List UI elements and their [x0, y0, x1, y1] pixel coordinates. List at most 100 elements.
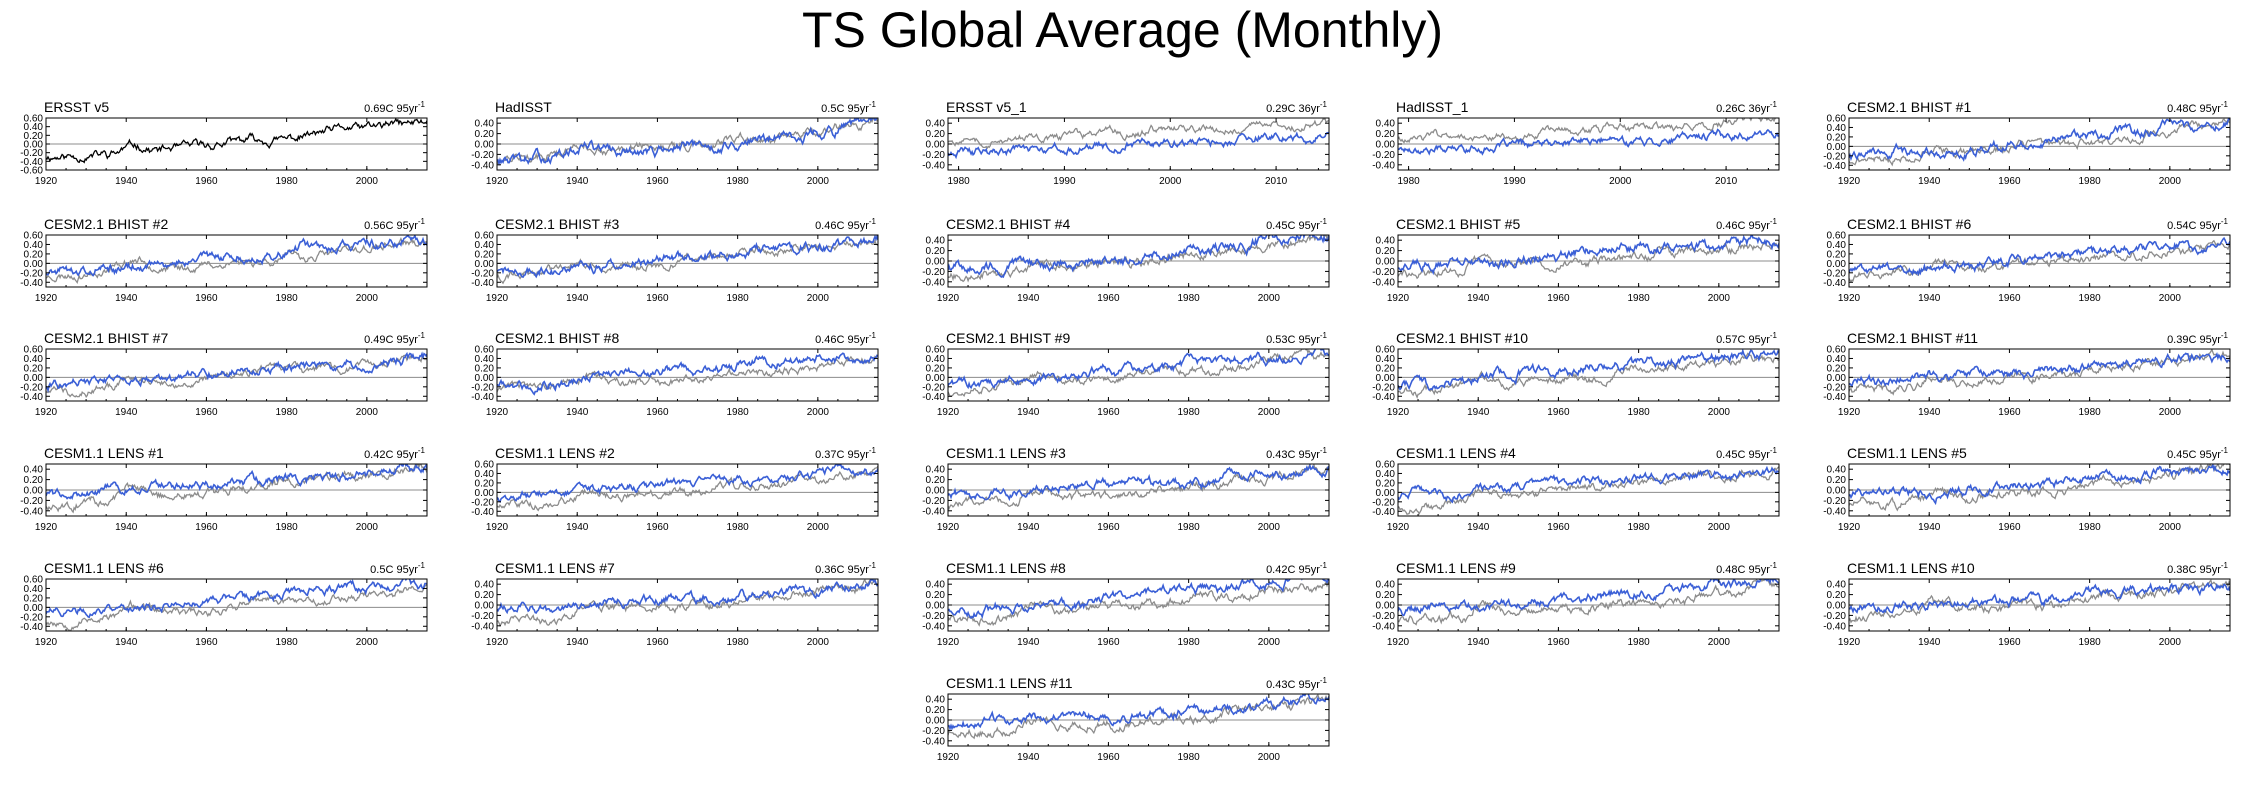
x-tick-label: 1920 [937, 637, 960, 648]
series-line-reference [46, 464, 427, 514]
x-tick-label: 2000 [356, 407, 379, 418]
panel-title: CESM1.1 LENS #6 [44, 560, 164, 576]
y-tick-label: -0.40 [1823, 621, 1846, 632]
x-tick-label: 1920 [486, 522, 509, 533]
trend-label: 0.42C 95yr-1 [1266, 561, 1327, 576]
trend-exponent: -1 [1320, 217, 1328, 226]
y-tick-label: 0.60 [24, 575, 44, 586]
y-tick-label: -0.20 [1372, 497, 1395, 508]
panel-title: CESM2.1 BHIST #6 [1847, 216, 1971, 232]
x-tick-label: 1960 [1097, 522, 1120, 533]
x-tick-label: 1920 [1838, 637, 1861, 648]
y-tick-label: 0.40 [24, 240, 44, 251]
trend-label: 0.43C 95yr-1 [1266, 446, 1327, 461]
y-tick-label: 0.40 [1827, 580, 1847, 591]
y-tick-label: 0.00 [475, 373, 495, 384]
x-tick-label: 2000 [807, 522, 830, 533]
series-line-simulation [497, 118, 878, 167]
y-tick-label: 0.20 [1376, 590, 1396, 601]
x-tick-label: 2000 [1708, 637, 1731, 648]
x-tick-label: 1940 [1918, 522, 1941, 533]
x-tick-label: 1940 [115, 522, 138, 533]
trend-label: 0.37C 95yr-1 [815, 446, 876, 461]
y-tick-label: 0.60 [24, 114, 44, 125]
y-tick-label: 0.20 [1827, 475, 1847, 486]
y-tick-label: 0.40 [475, 469, 495, 480]
x-tick-label: 1940 [1918, 407, 1941, 418]
x-tick-label: 1960 [646, 407, 669, 418]
trend-value: 0.36C 95yr [815, 564, 869, 576]
chart-panel: CESM2.1 BHIST #9 0.53C 95yr-1 1920 1940 1960… [922, 330, 1330, 418]
y-tick-label: 0.00 [475, 140, 495, 151]
x-tick-label: 1920 [1838, 407, 1861, 418]
x-tick-label: 2000 [2159, 293, 2182, 304]
y-tick-label: 0.00 [926, 716, 946, 727]
trend-label: 0.45C 95yr-1 [1716, 446, 1777, 461]
x-tick-label: 1920 [1838, 293, 1861, 304]
y-tick-label: 0.40 [926, 236, 946, 247]
y-tick-label: -0.40 [1823, 278, 1846, 289]
y-tick-label: 0.40 [1376, 354, 1396, 365]
trend-value: 0.38C 95yr [2167, 564, 2221, 576]
plot-frame [496, 348, 879, 402]
x-tick-label: 1920 [937, 752, 960, 763]
y-tick-label: 0.00 [475, 259, 495, 270]
y-tick-label: 0.20 [1827, 249, 1847, 260]
x-tick-label: 1980 [1178, 752, 1201, 763]
series-line-simulation [1398, 128, 1779, 156]
trend-label: 0.48C 95yr-1 [1716, 561, 1777, 576]
chart-panel: CESM1.1 LENS #2 0.37C 95yr-1 1920 1940 1960 1… [471, 445, 879, 533]
chart-panel: CESM2.1 BHIST #1 0.48C 95yr-1 1920 1940 1960… [1823, 99, 2231, 187]
x-tick-label: 1960 [1097, 752, 1120, 763]
panel-title: ERSST v5 [44, 99, 109, 115]
chart-panel: ERSST v5 0.69C 95yr-1 1920 1940 1960 1980 2000… [20, 99, 428, 187]
series-line-simulation [1849, 352, 2230, 387]
x-tick-label: 1980 [727, 293, 750, 304]
y-tick-label: -0.60 [20, 166, 43, 177]
y-tick-label: -0.20 [20, 268, 43, 279]
y-tick-label: -0.20 [922, 267, 945, 278]
y-tick-label: -0.20 [1823, 151, 1846, 162]
series-line-simulation [948, 464, 1329, 502]
trend-label: 0.45C 95yr-1 [2167, 446, 2228, 461]
chart-panel: CESM2.1 BHIST #10 0.57C 95yr-1 1920 1940 196… [1372, 330, 1780, 418]
panel-title: ERSST v5_1 [946, 99, 1027, 115]
trend-exponent: -1 [869, 331, 877, 340]
y-tick-label: 0.60 [926, 345, 946, 356]
series-line-reference [1398, 352, 1779, 399]
y-tick-label: -0.40 [471, 160, 494, 171]
x-tick-label: 1940 [115, 637, 138, 648]
trend-exponent: -1 [2221, 217, 2229, 226]
trend-label: 0.57C 95yr-1 [1716, 331, 1777, 346]
trend-value: 0.45C 95yr [2167, 449, 2221, 461]
x-tick-label: 1980 [727, 407, 750, 418]
y-tick-label: 0.20 [475, 129, 495, 140]
plot-frame [45, 234, 428, 288]
x-tick-label: 1920 [35, 637, 58, 648]
y-tick-label: 0.40 [475, 354, 495, 365]
trend-exponent: -1 [2221, 446, 2229, 455]
y-tick-label: 0.40 [926, 354, 946, 365]
y-tick-label: 0.60 [1827, 231, 1847, 242]
panel-title: CESM2.1 BHIST #1 [1847, 99, 1971, 115]
chart-panel: CESM1.1 LENS #1 0.42C 95yr-1 1920 1940 1960 1… [20, 445, 428, 533]
x-tick-label: 2010 [1265, 176, 1288, 187]
series-line-simulation [948, 131, 1329, 160]
chart-panel: CESM1.1 LENS #6 0.5C 95yr-1 1920 1940 1960 19… [20, 560, 428, 648]
trend-label: 0.29C 36yr-1 [1266, 100, 1327, 115]
chart-panel: CESM1.1 LENS #11 0.43C 95yr-1 1920 1940 1960… [922, 675, 1330, 763]
y-tick-label: -0.40 [1823, 161, 1846, 172]
plot-frame [1848, 348, 2231, 402]
panel-title: CESM1.1 LENS #1 [44, 445, 164, 461]
series-line-simulation [46, 351, 427, 394]
x-tick-label: 1980 [1178, 293, 1201, 304]
series-line-simulation [1849, 581, 2230, 614]
x-tick-label: 2000 [1708, 293, 1731, 304]
trend-label: 0.26C 36yr-1 [1716, 100, 1777, 115]
x-tick-label: 1960 [1547, 637, 1570, 648]
y-tick-label: 0.00 [1376, 140, 1396, 151]
y-tick-label: -0.40 [1372, 621, 1395, 632]
y-tick-label: -0.40 [20, 622, 43, 633]
y-tick-label: 0.40 [1376, 236, 1396, 247]
trend-exponent: -1 [418, 446, 426, 455]
